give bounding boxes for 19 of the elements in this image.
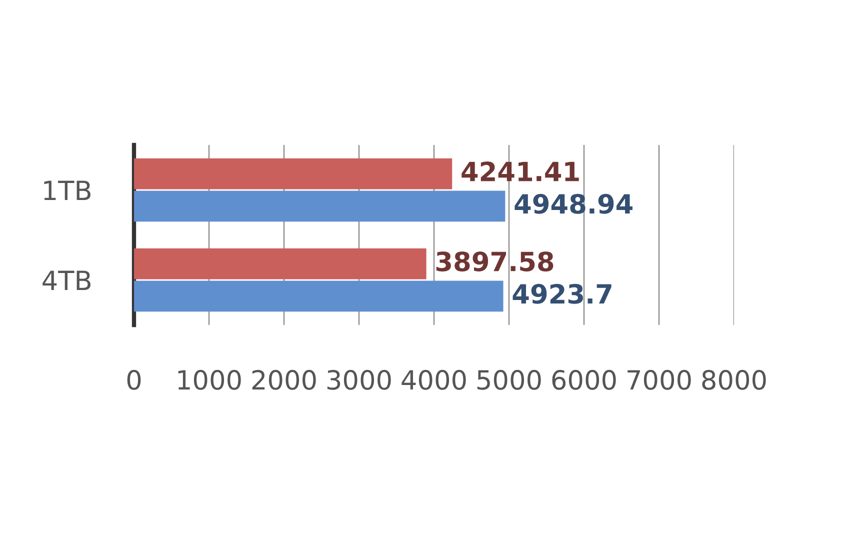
x-tick-label: 1000	[178, 370, 241, 390]
data-label: 4923.7	[512, 284, 612, 304]
y-tick-label: 4TB	[42, 270, 90, 290]
x-tick-label: 6000	[552, 370, 616, 390]
bar	[134, 158, 452, 190]
bar	[134, 248, 426, 280]
x-tick-label: 0	[127, 370, 141, 390]
x-tick-label: 4000	[402, 370, 466, 390]
data-label: 4241.41	[462, 161, 579, 182]
data-label: 4948.94	[514, 194, 632, 214]
data-label: 3897.58	[436, 251, 554, 272]
x-tick-label: 2000	[252, 370, 316, 390]
x-tick-label: 3000	[327, 370, 391, 390]
bar	[134, 190, 506, 222]
y-tick-label: 1TB	[44, 180, 90, 200]
bar	[134, 280, 504, 312]
x-tick-label: 5000	[477, 370, 541, 390]
x-tick-label: 8000	[702, 370, 766, 390]
x-tick-label: 7000	[628, 370, 691, 390]
